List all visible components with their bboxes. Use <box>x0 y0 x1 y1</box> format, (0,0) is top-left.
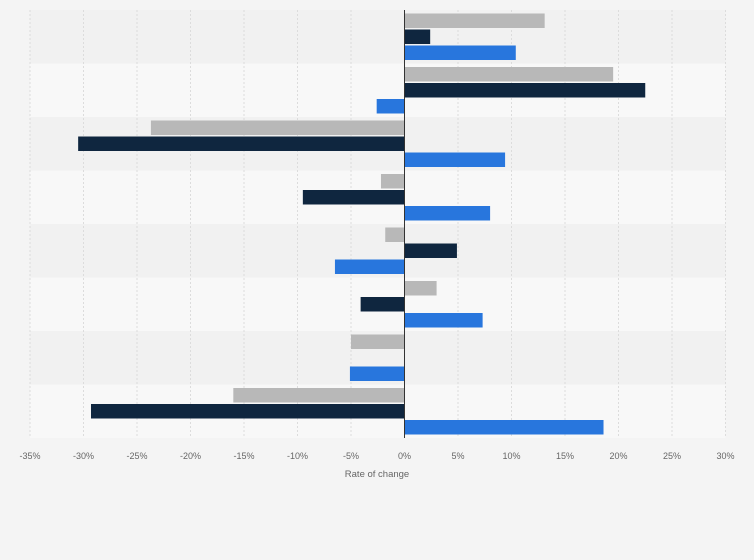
x-tick-labels: -35% -30% -25% -20% -15% -10% -5% 0% 5% 10% 15% 20%… <box>19 451 734 461</box>
bar-series-1-cat-4 <box>380 174 405 189</box>
bar-series-1-cat-2 <box>404 67 614 82</box>
x-axis-label: Rate of change <box>345 469 409 480</box>
x-tick-label: -25% <box>126 451 147 461</box>
bar-series-2-cat-5 <box>404 243 457 258</box>
x-tick-label: 25% <box>663 451 681 461</box>
x-tick-label: 20% <box>609 451 627 461</box>
bar-series-3-cat-8 <box>404 420 604 435</box>
x-tick-label: 0% <box>398 451 411 461</box>
bar-series-2-cat-1 <box>404 29 431 44</box>
row-band <box>30 10 726 64</box>
x-tick-label: -5% <box>343 451 359 461</box>
bar-series-3-cat-2 <box>376 99 405 114</box>
bar-series-3-cat-4 <box>404 206 491 221</box>
bar-series-3-cat-3 <box>404 152 506 167</box>
x-tick-label: -15% <box>233 451 254 461</box>
bar-series-1-cat-1 <box>404 13 545 28</box>
bar-series-1-cat-3 <box>150 120 405 135</box>
x-tick-label: -10% <box>287 451 308 461</box>
x-tick-label: -35% <box>19 451 40 461</box>
bar-series-1-cat-5 <box>385 227 405 242</box>
bar-series-3-cat-6 <box>404 313 483 328</box>
bar-series-1-cat-6 <box>404 281 437 296</box>
bar-series-2-cat-2 <box>404 83 646 98</box>
bar-series-3-cat-1 <box>404 45 516 60</box>
bar-series-2-cat-3 <box>78 136 405 151</box>
bars <box>78 13 646 435</box>
x-tick-label: -20% <box>180 451 201 461</box>
x-tick-label: 5% <box>451 451 464 461</box>
bar-series-2-cat-4 <box>302 190 405 205</box>
bar-series-1-cat-8 <box>233 388 405 403</box>
bar-series-1-cat-7 <box>351 334 405 349</box>
bar-series-3-cat-5 <box>334 259 405 274</box>
x-tick-label: 15% <box>556 451 574 461</box>
bar-series-2-cat-6 <box>360 297 405 312</box>
bar-series-2-cat-8 <box>90 404 405 419</box>
x-tick-label: 10% <box>502 451 520 461</box>
bar-series-3-cat-7 <box>349 366 405 381</box>
x-tick-label: 30% <box>716 451 734 461</box>
x-tick-label: -30% <box>73 451 94 461</box>
